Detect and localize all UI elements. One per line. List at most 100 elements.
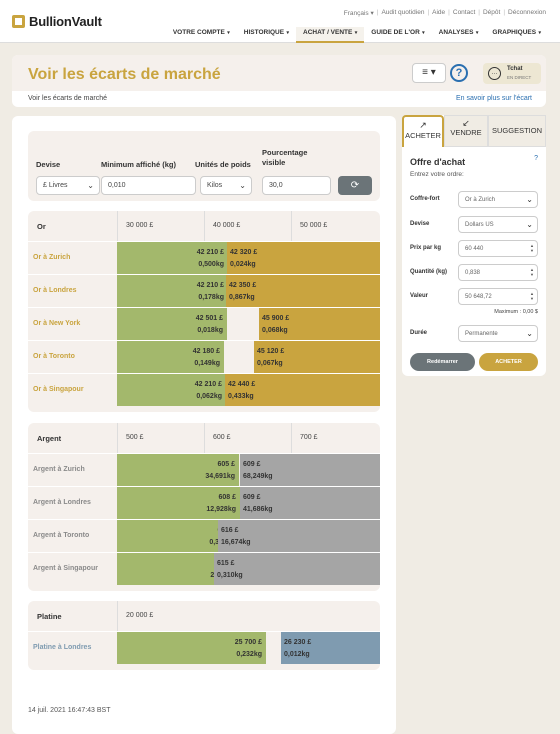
ask-price: 609 £ <box>243 461 261 468</box>
duration-select[interactable]: Permanente ⌄ <box>458 325 538 342</box>
bid-bar[interactable]: 25 700 £ 0,232kg <box>117 632 266 664</box>
utility-links: Français ▾ | Audit quotidien | Aide | Conta… <box>343 9 546 17</box>
ask-bar[interactable]: 616 £ 16,674kg <box>218 520 380 552</box>
spread-row[interactable]: Or à Singapour 42 210 £ 0,062kg 42 440 £ 0,4… <box>28 373 380 406</box>
row-label[interactable]: Or à New York <box>33 320 81 327</box>
bid-price: 605 £ <box>217 461 235 468</box>
ask-bar[interactable]: 615 £ 0,310kg <box>214 553 380 585</box>
help-link[interactable]: Aide <box>432 9 446 16</box>
audit-link[interactable]: Audit quotidien <box>381 9 425 16</box>
row-label[interactable]: Argent à Toronto <box>33 532 90 539</box>
spread-row[interactable]: Argent à Toronto608 £0,304kg616 £16,674k… <box>28 519 380 552</box>
row-label[interactable]: Or à Toronto <box>33 353 75 360</box>
bid-bar[interactable]: 42 501 £ 0,018kg <box>117 308 227 340</box>
section-header: Platine 20 000 £ <box>28 601 380 631</box>
arrow-in-icon: ↗ <box>419 120 427 130</box>
ask-price: 45 900 £ <box>262 315 290 322</box>
percent-input[interactable]: 30,0 <box>262 176 331 195</box>
row-label[interactable]: Argent à Zurich <box>33 466 85 473</box>
stepper-icon: ▲ ▼ <box>530 291 534 301</box>
reset-button[interactable]: Redémarrer <box>410 353 475 371</box>
tab-suggestion[interactable]: SUGGESTION <box>488 115 546 147</box>
tab-buy[interactable]: ↗ ACHETER <box>402 115 444 147</box>
stepper-icon: ▲ ▼ <box>530 267 534 277</box>
refresh-button[interactable]: ⟳ <box>338 176 372 195</box>
ask-quantity: 41,686kg <box>243 506 273 513</box>
bid-bar[interactable]: 42 210 £ 0,500kg <box>117 242 228 274</box>
bid-bar[interactable]: 605 £ 34,691kg <box>117 454 239 486</box>
price-input[interactable]: 60 440 ▲ ▼ <box>458 240 538 257</box>
live-chat-button[interactable]: … Tchat EN DIRECT <box>483 63 541 84</box>
ask-quantity: 0,068kg <box>262 327 288 334</box>
nav-account[interactable]: VOTRE COMPTE ▾ <box>172 29 230 36</box>
spread-row[interactable]: Or à New York 42 501 £ 0,018kg 45 900 £ 0,06… <box>28 307 380 340</box>
bid-price: 42 210 £ <box>196 249 224 256</box>
spread-row[interactable]: Or à Zurich 42 210 £ 0,500kg 42 320 £ 0,024k… <box>28 241 380 274</box>
ask-bar[interactable]: 45 900 £ 0,068kg <box>259 308 380 340</box>
help-icon[interactable]: ? <box>534 155 538 162</box>
minimum-input[interactable]: 0,010 <box>101 176 196 195</box>
menu-button[interactable]: ≡ ▾ <box>412 63 446 83</box>
axis-tick-label: 50 000 £ <box>291 211 327 241</box>
currency-select[interactable]: £ Livres ⌄ <box>36 176 100 195</box>
row-label[interactable]: Platine à Londres <box>33 644 92 651</box>
spread-row[interactable]: Argent à Singapour609 £2,738kg615 £0,310… <box>28 552 380 585</box>
bid-bar[interactable]: 608 £ 12,928kg <box>117 487 240 519</box>
ask-price: 45 120 £ <box>257 348 285 355</box>
row-label[interactable]: Or à Zurich <box>33 254 71 261</box>
ask-bar[interactable]: 26 230 £ 0,012kg <box>281 632 380 664</box>
spread-row[interactable]: Or à Londres 42 210 £ 0,178kg 42 350 £ 0,867… <box>28 274 380 307</box>
ask-bar[interactable]: 42 320 £ 0,024kg <box>227 242 380 274</box>
logo[interactable]: BullionVault <box>12 14 102 29</box>
language-link[interactable]: Français ▾ <box>343 10 374 17</box>
order-title: Offre d'achat <box>410 157 466 167</box>
chevron-down-icon: ⌄ <box>87 181 94 190</box>
help-icon[interactable]: ? <box>450 64 468 82</box>
nav-charts[interactable]: GRAPHIQUES ▾ <box>492 29 541 36</box>
vault-select[interactable]: Or à Zurich ⌄ <box>458 191 538 208</box>
learn-more-link[interactable]: En savoir plus sur l'écart <box>455 95 532 102</box>
page-title: Voir les écarts de marché <box>28 66 221 83</box>
order-panel: ↗ ACHETER ↙ VENDRE SUGGESTION Offre d'acha… <box>402 115 546 376</box>
currency-select[interactable]: Dollars US ⌄ <box>458 216 538 233</box>
logout-link[interactable]: Déconnexion <box>508 9 546 16</box>
bid-quantity: 0,018kg <box>197 327 223 334</box>
row-label[interactable]: Or à Singapour <box>33 386 84 393</box>
tab-sell[interactable]: ↙ VENDRE <box>444 115 488 147</box>
ask-bar[interactable]: 609 £ 41,686kg <box>240 487 380 519</box>
bid-bar[interactable]: 42 210 £ 0,178kg <box>117 275 228 307</box>
nav-gold-guide[interactable]: GUIDE DE L'OR ▾ <box>371 29 425 36</box>
value-input[interactable]: 50 648,72 ▲ ▼ <box>458 288 538 305</box>
nav-analyses[interactable]: ANALYSES ▾ <box>438 29 479 36</box>
row-label[interactable]: Argent à Londres <box>33 499 91 506</box>
bid-bar[interactable]: 42 180 £ 0,149kg <box>117 341 224 373</box>
ask-price: 42 440 £ <box>228 381 256 388</box>
ask-quantity: 0,067kg <box>257 360 283 367</box>
page-title-card: Voir les écarts de marché ≡ ▾ ? … Tchat … <box>12 55 546 107</box>
spread-row[interactable]: Argent à Londres 608 £ 12,928kg 609 £ 41,686… <box>28 486 380 519</box>
contact-link[interactable]: Contact <box>452 9 476 16</box>
section-header: Argent 500 £ 600 £ 700 £ <box>28 423 380 453</box>
bid-bar[interactable]: 42 210 £ 0,062kg <box>117 374 226 406</box>
row-label[interactable]: Or à Londres <box>33 287 77 294</box>
chevron-down-icon: ⌄ <box>526 220 533 229</box>
ask-bar[interactable]: 42 350 £ 0,867kg <box>226 275 380 307</box>
nav-buy-sell[interactable]: ACHAT / VENTE ▾ <box>296 27 365 43</box>
bid-quantity: 34,691kg <box>205 473 235 480</box>
buy-button[interactable]: ACHETER <box>479 353 538 371</box>
minimum-label: Minimum affiché (kg) <box>101 160 177 169</box>
quantity-input[interactable]: 0,838 ▲ ▼ <box>458 264 538 281</box>
ask-bar[interactable]: 42 440 £ 0,433kg <box>225 374 380 406</box>
spread-row[interactable]: Or à Toronto 42 180 £ 0,149kg 45 120 £ 0,067… <box>28 340 380 373</box>
deposit-link[interactable]: Dépôt <box>482 9 501 16</box>
chevron-down-icon: ⌄ <box>526 329 533 338</box>
row-label[interactable]: Argent à Singapour <box>33 565 98 572</box>
ask-bar[interactable]: 609 £ 68,249kg <box>240 454 380 486</box>
spread-row[interactable]: Platine à Londres 25 700 £ 0,232kg 26 230 £… <box>28 631 380 664</box>
spread-row[interactable]: Argent à Zurich 605 £ 34,691kg 609 £ 68,249k… <box>28 453 380 486</box>
nav-history[interactable]: HISTORIQUE ▾ <box>243 29 289 36</box>
ask-bar[interactable]: 45 120 £ 0,067kg <box>254 341 380 373</box>
bid-price: 42 180 £ <box>192 348 220 355</box>
units-select[interactable]: Kilos ⌄ <box>200 176 252 195</box>
main-nav: VOTRE COMPTE ▾ HISTORIQUE ▾ ACHAT / VENT… <box>166 27 548 43</box>
